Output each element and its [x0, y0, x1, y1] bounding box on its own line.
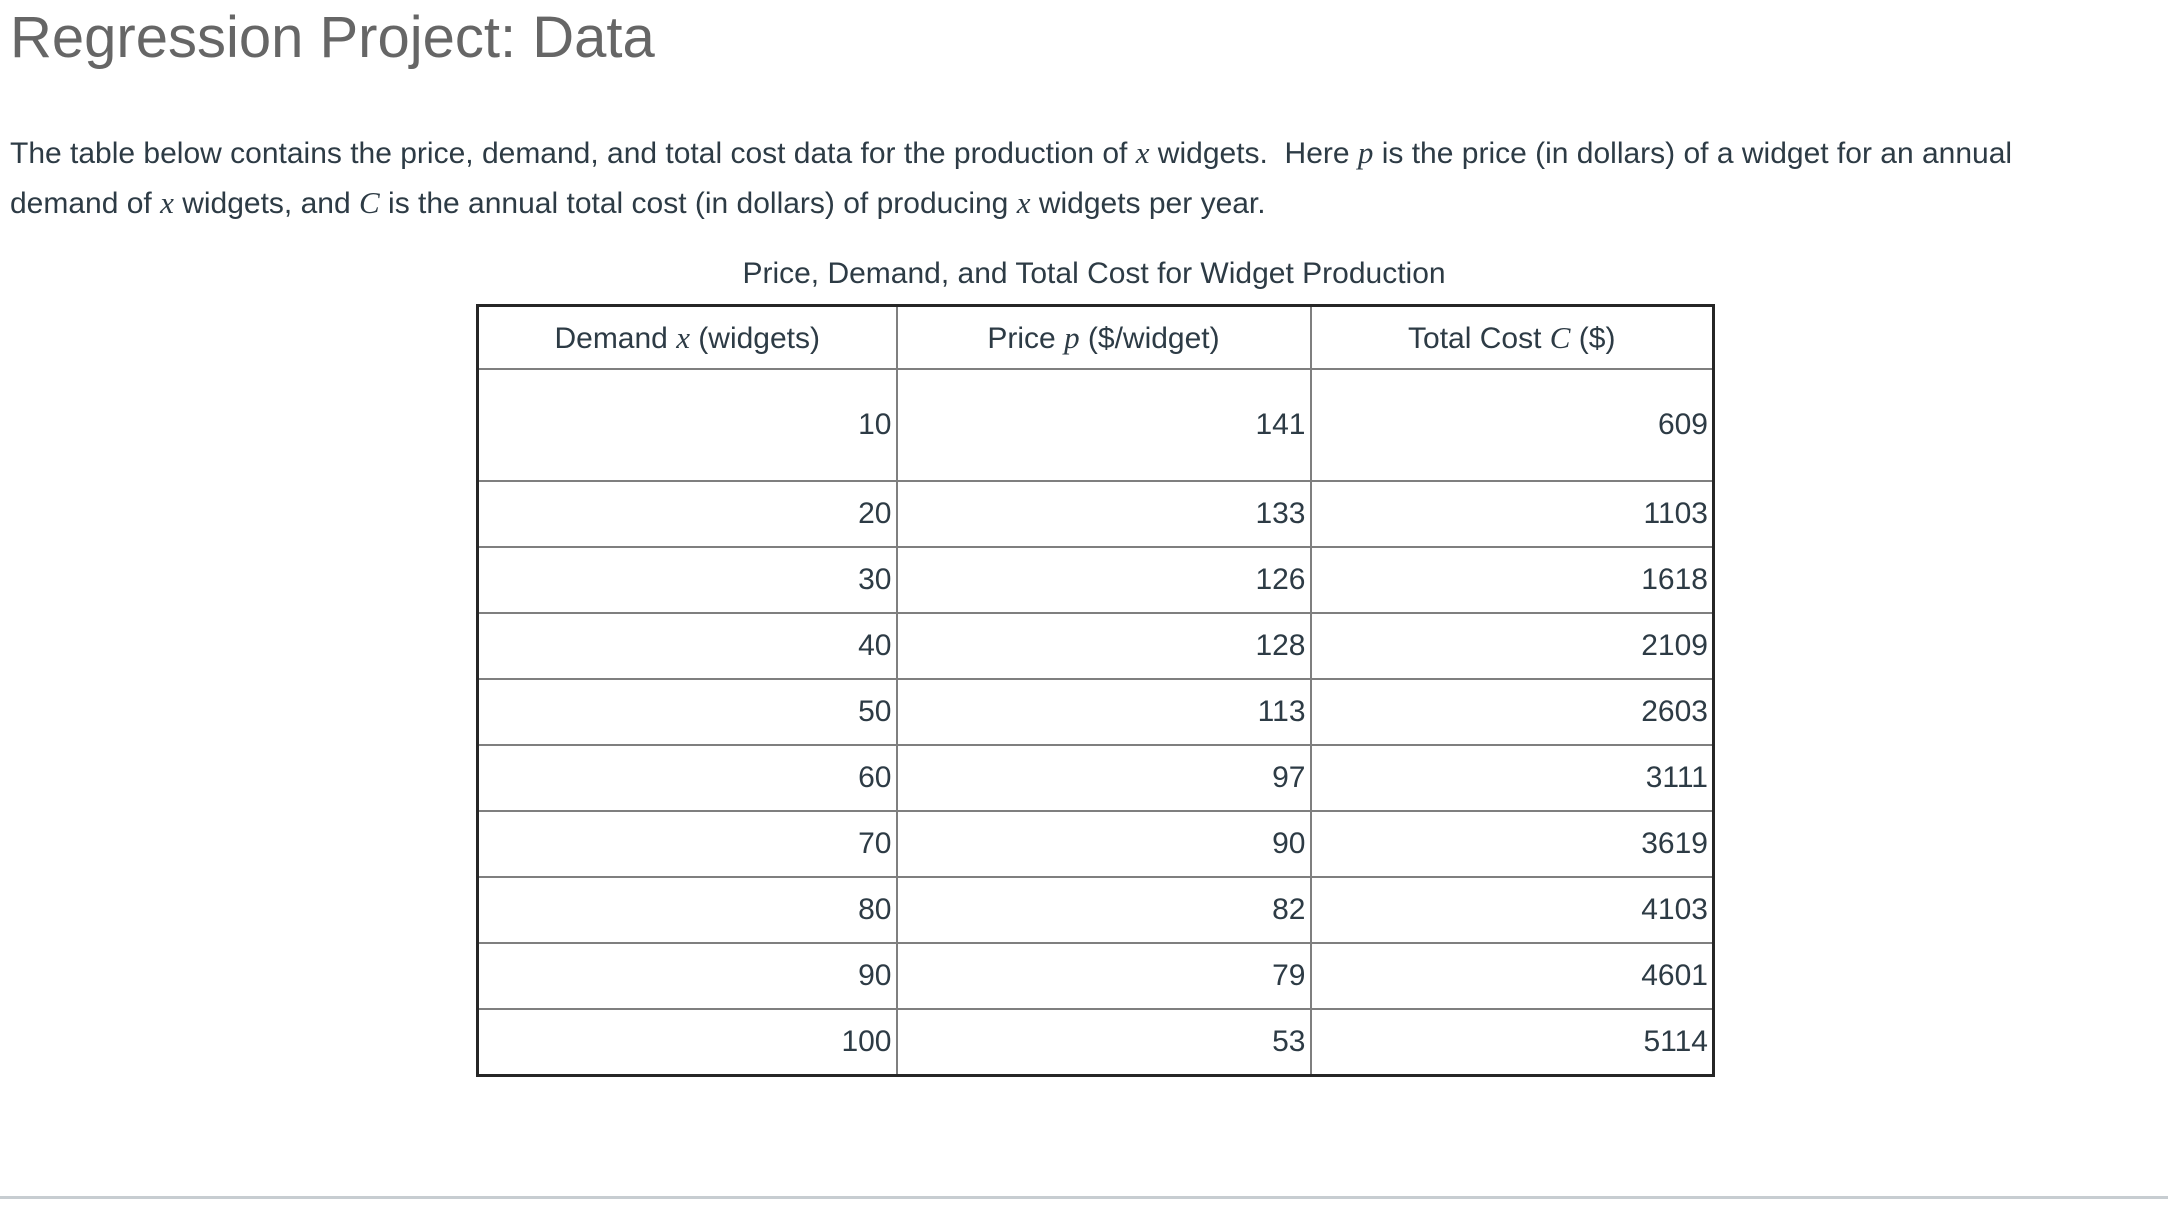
intro-text: is the annual total cost (in dollars) of… — [379, 187, 1017, 220]
cost-cell: 5114 — [1309, 1008, 1715, 1077]
table-row: 100 53 5114 — [476, 1008, 1715, 1077]
demand-cell: 90 — [476, 942, 898, 1010]
intro-text: is the price (in dollars) of a widget fo… — [1373, 137, 2013, 170]
math-var-x: x — [1135, 135, 1150, 170]
table-row: 30 126 1618 — [476, 546, 1715, 614]
price-cell: 90 — [895, 810, 1312, 878]
intro-text: widgets per year. — [1030, 187, 1266, 220]
table-row: 50 113 2603 — [476, 678, 1715, 746]
table-caption: Price, Demand, and Total Cost for Widget… — [742, 257, 1446, 290]
price-cell: 79 — [895, 942, 1312, 1010]
cost-cell: 2109 — [1309, 612, 1715, 680]
price-cell: 113 — [895, 678, 1312, 746]
math-var-p: p — [1357, 135, 1374, 170]
demand-cell: 80 — [476, 876, 898, 944]
intro-line-2: demand of x widgets, and C is the annual… — [10, 178, 2120, 228]
table-row: 90 79 4601 — [476, 942, 1715, 1010]
math-var-x: x — [160, 185, 174, 220]
intro-text: widgets. Here — [1149, 137, 1358, 170]
intro-text: The table below contains the price, dema… — [10, 137, 1136, 170]
demand-cell: 70 — [476, 810, 898, 878]
cost-cell: 3111 — [1309, 744, 1715, 812]
demand-cell: 100 — [476, 1008, 898, 1077]
header-text: ($) — [1570, 321, 1616, 355]
price-cell: 128 — [895, 612, 1312, 680]
cost-cell: 3619 — [1309, 810, 1715, 878]
table-row: 40 128 2109 — [476, 612, 1715, 680]
demand-cell: 10 — [476, 368, 898, 482]
cost-cell: 4601 — [1309, 942, 1715, 1010]
demand-cell: 60 — [476, 744, 898, 812]
widget-data-table: Demand x (widgets) Price p ($/widget) To… — [476, 304, 1715, 1077]
intro-text: demand of — [10, 187, 161, 220]
math-var-x: x — [676, 319, 690, 355]
math-var-C: C — [1549, 319, 1571, 355]
content-bottom-divider — [0, 1196, 2168, 1199]
demand-cell: 20 — [476, 480, 898, 548]
table-header-row: Demand x (widgets) Price p ($/widget) To… — [476, 304, 1715, 370]
table-row: 70 90 3619 — [476, 810, 1715, 878]
header-demand: Demand x (widgets) — [476, 304, 898, 370]
header-text: ($/widget) — [1079, 321, 1220, 355]
page-title: Regression Project: Data — [10, 5, 655, 70]
header-text: Demand — [554, 321, 677, 355]
math-var-C: C — [359, 185, 380, 220]
intro-paragraph: The table below contains the price, dema… — [10, 128, 2120, 228]
math-var-x: x — [1016, 185, 1031, 220]
cost-cell: 1103 — [1309, 480, 1715, 548]
header-text: Price — [987, 321, 1065, 355]
demand-cell: 50 — [476, 678, 898, 746]
cost-cell: 2603 — [1309, 678, 1715, 746]
price-cell: 126 — [895, 546, 1312, 614]
cost-cell: 1618 — [1309, 546, 1715, 614]
header-cost: Total Cost C ($) — [1309, 304, 1715, 370]
demand-cell: 40 — [476, 612, 898, 680]
price-cell: 133 — [895, 480, 1312, 548]
table-row: 60 97 3111 — [476, 744, 1715, 812]
price-cell: 53 — [895, 1008, 1312, 1077]
intro-line-1: The table below contains the price, dema… — [10, 128, 2120, 178]
header-text: (widgets) — [689, 321, 821, 355]
price-cell: 97 — [895, 744, 1312, 812]
table-row: 80 82 4103 — [476, 876, 1715, 944]
header-text: Total Cost — [1408, 321, 1550, 355]
demand-cell: 30 — [476, 546, 898, 614]
cost-cell: 609 — [1309, 368, 1715, 482]
cost-cell: 4103 — [1309, 876, 1715, 944]
price-cell: 82 — [895, 876, 1312, 944]
header-price: Price p ($/widget) — [895, 304, 1312, 370]
table-row: 20 133 1103 — [476, 480, 1715, 548]
math-var-p: p — [1064, 319, 1080, 355]
table-row: 10 141 609 — [476, 368, 1715, 482]
price-cell: 141 — [895, 368, 1312, 482]
intro-text: widgets, and — [173, 187, 359, 220]
